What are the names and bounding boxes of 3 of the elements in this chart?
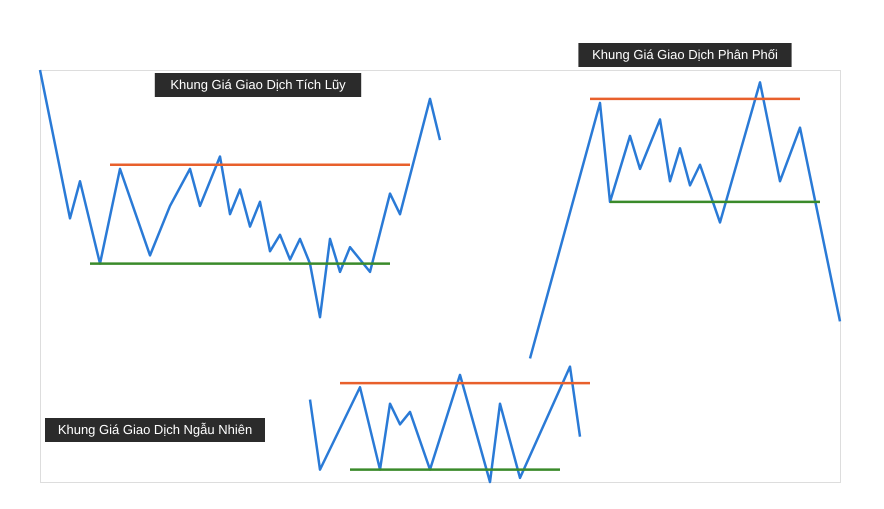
annotation: Khung Giá Giao Dịch Ngẫu Nhiên bbox=[58, 422, 252, 437]
annotation: Khung Giá Giao Dịch Tích Lũy bbox=[170, 77, 346, 92]
text: Khung Giá Giao Dịch Phân Phối bbox=[592, 47, 778, 62]
